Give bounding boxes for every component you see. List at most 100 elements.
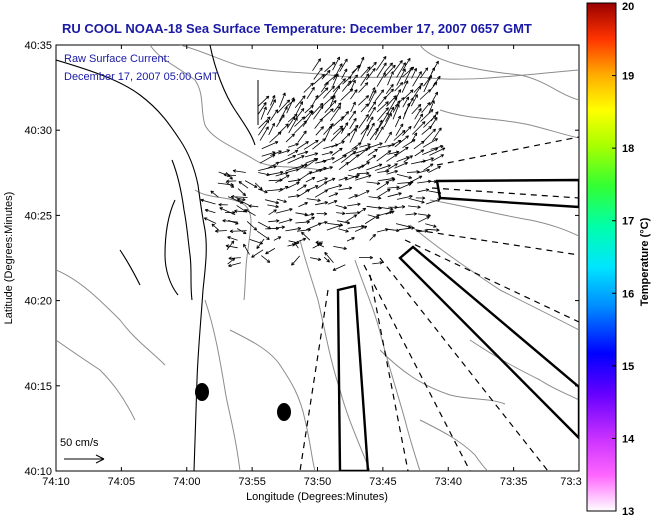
current-vector: [261, 141, 279, 150]
current-vector: [303, 139, 319, 150]
current-vector: [204, 208, 216, 214]
current-vector: [332, 73, 339, 87]
current-vector: [387, 228, 400, 233]
current-vector: [313, 67, 323, 80]
current-vector: [228, 262, 242, 268]
current-vector: [311, 94, 319, 106]
current-vector: [315, 126, 324, 136]
current-vector: [277, 149, 290, 155]
current-vector: [304, 104, 314, 114]
current-vector: [350, 101, 356, 113]
x-tick-label: 73:40: [434, 476, 462, 488]
current-vector: [366, 106, 376, 122]
current-vector: [372, 261, 383, 265]
current-vector: [305, 185, 319, 192]
current-vector: [403, 155, 413, 163]
current-vector: [364, 214, 380, 224]
current-vector: [314, 118, 323, 129]
current-vector: [310, 257, 322, 261]
colorbar-tick-label: 17: [622, 216, 634, 228]
current-vector: [229, 229, 247, 234]
current-vector: [377, 188, 391, 198]
current-vector: [246, 221, 258, 231]
current-vector: [348, 65, 360, 79]
current-vector: [428, 165, 442, 173]
current-vector: [333, 246, 347, 250]
current-vector: [359, 143, 371, 148]
current-vector: [338, 176, 348, 181]
current-vector: [336, 211, 346, 216]
current-vector: [321, 166, 333, 171]
current-vector: [276, 114, 285, 128]
current-vector: [210, 190, 219, 198]
current-vector: [350, 124, 359, 134]
current-vector: [431, 154, 445, 162]
current-vector: [279, 92, 286, 108]
current-vector: [418, 216, 430, 223]
current-vector: [286, 97, 295, 114]
current-vector: [350, 89, 358, 100]
current-vector: [331, 140, 345, 148]
current-vector: [243, 243, 250, 255]
current-vector: [225, 172, 233, 180]
current-vector: [320, 81, 329, 93]
current-vector: [385, 163, 398, 172]
current-vector: [294, 116, 306, 127]
annotation-line2: December 17, 2007 05:00 GMT: [64, 71, 219, 83]
current-vector: [366, 122, 375, 137]
current-vector: [226, 179, 237, 183]
current-vector: [348, 154, 360, 164]
current-vector: [238, 181, 249, 189]
current-vector: [306, 222, 322, 230]
current-vector: [366, 154, 377, 163]
current-vector: [296, 184, 307, 192]
current-vector: [303, 82, 314, 93]
current-vector: [200, 198, 216, 205]
current-vector: [387, 192, 402, 198]
current-vector: [306, 198, 321, 202]
current-vector: [429, 147, 446, 156]
current-vector: [341, 68, 348, 79]
current-vector: [356, 171, 370, 176]
current-vector: [218, 202, 228, 207]
current-vector: [412, 121, 426, 135]
current-vector: [393, 129, 406, 141]
current-vector: [403, 89, 414, 100]
current-vector: [345, 214, 358, 223]
x-axis-label: Longitude (Degrees:Minutes): [246, 491, 388, 503]
current-vector: [227, 257, 236, 265]
current-vector: [327, 184, 343, 190]
current-vector: [305, 177, 316, 183]
colorbar: [586, 2, 617, 512]
current-vector: [376, 101, 389, 113]
current-vector: [395, 205, 406, 209]
shipping-channel-outlines: [336, 178, 579, 471]
current-vector: [329, 105, 341, 122]
current-vector: [346, 237, 355, 242]
x-tick-label: 74:05: [108, 476, 136, 488]
surface-current-vectors: [200, 55, 446, 271]
current-vector: [297, 189, 311, 198]
current-vector: [297, 150, 309, 156]
current-vector: [377, 96, 387, 107]
current-vector: [357, 207, 367, 214]
current-vector: [407, 205, 421, 209]
current-vector: [420, 109, 434, 122]
current-vector: [301, 231, 311, 241]
current-vector: [278, 106, 288, 122]
current-vector: [383, 62, 393, 74]
current-vector: [383, 64, 396, 78]
current-vector: [265, 248, 276, 255]
current-vector: [430, 144, 444, 150]
current-vector: [423, 163, 434, 171]
current-vector: [421, 125, 432, 135]
current-vector: [331, 147, 343, 156]
current-vector: [401, 80, 409, 93]
current-vector: [333, 102, 342, 113]
current-vector: [341, 147, 358, 157]
current-vector: [316, 212, 328, 216]
current-vector: [232, 169, 246, 173]
y-tick-label: 40:10: [24, 466, 52, 478]
y-tick-label: 40:15: [24, 381, 52, 393]
current-vector: [269, 131, 282, 143]
